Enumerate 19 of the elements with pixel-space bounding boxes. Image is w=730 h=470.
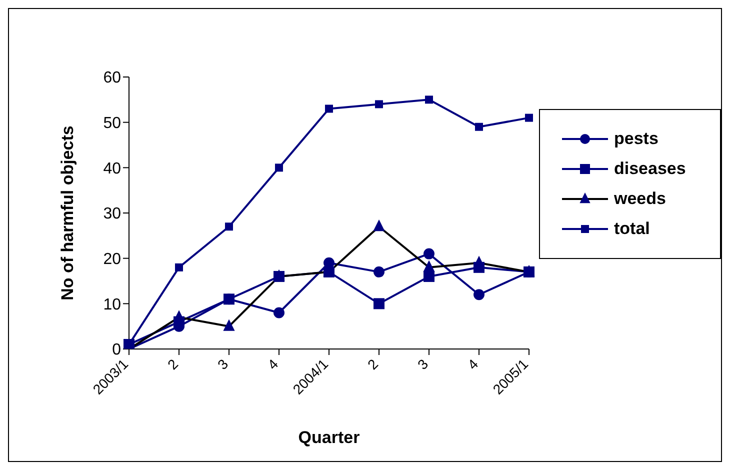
y-tick-label: 20 <box>103 251 122 268</box>
x-tick-label: 2 <box>164 356 182 373</box>
y-tick-label: 10 <box>103 296 122 314</box>
x-tick-label: 3 <box>414 356 432 373</box>
legend-label: pests <box>614 129 658 149</box>
y-tick-label: 0 <box>112 342 122 359</box>
legend-label: diseases <box>614 159 686 179</box>
y-tick-label: 50 <box>103 115 122 132</box>
legend-label: weeds <box>614 189 666 209</box>
y-axis-title: No of harmful objects <box>58 126 78 300</box>
y-tick-label: 60 <box>103 70 122 87</box>
legend-label: total <box>614 219 650 239</box>
y-tick-label: 30 <box>103 206 122 223</box>
y-tick-label: 40 <box>103 160 122 178</box>
x-tick-label: 4 <box>464 356 482 373</box>
x-tick-label: 4 <box>264 356 282 373</box>
x-axis-title: Quarter <box>298 428 360 447</box>
x-tick-label: 2 <box>364 356 382 373</box>
x-tick-label: 3 <box>214 356 232 373</box>
